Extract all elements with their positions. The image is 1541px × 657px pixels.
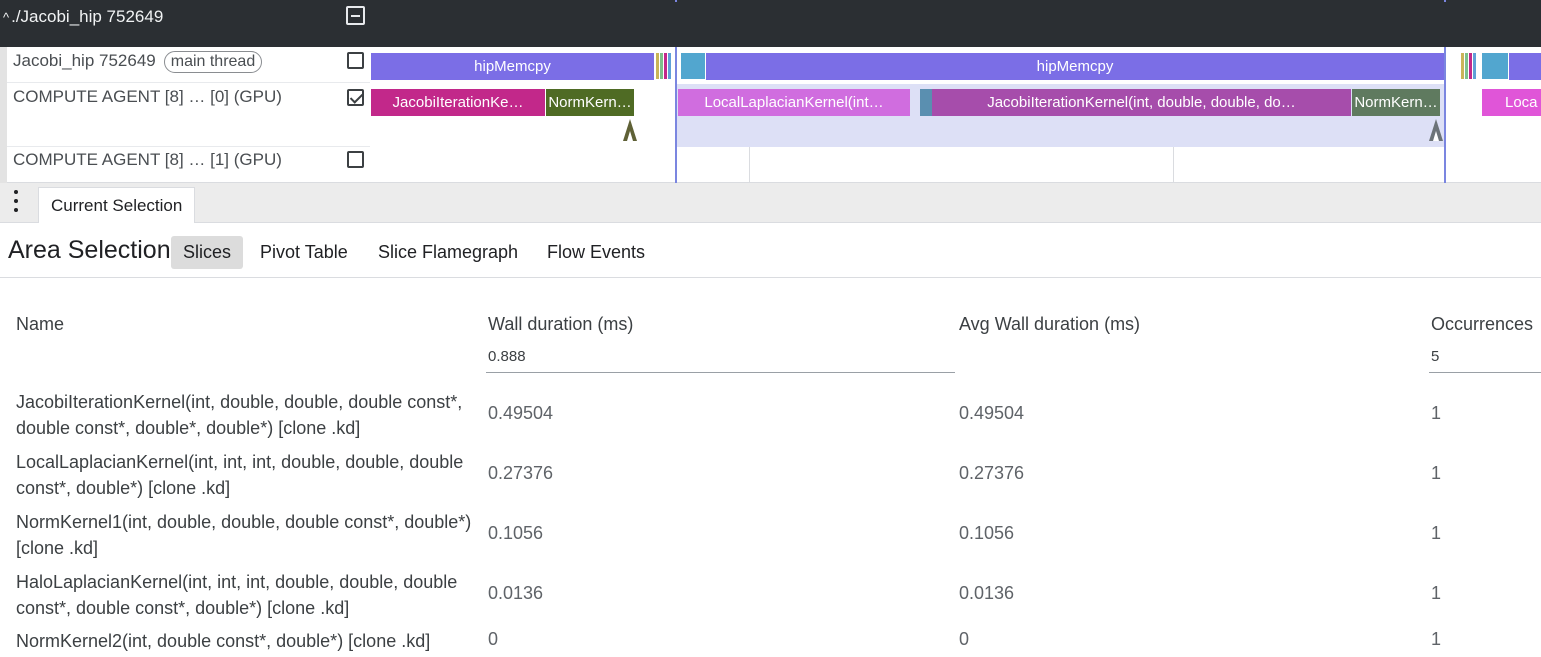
slice-norm-1[interactable]: NormKern…: [546, 89, 634, 116]
tab-current-selection[interactable]: Current Selection: [38, 187, 196, 223]
subtab-pivot-table[interactable]: Pivot Table: [260, 242, 348, 262]
column-header-wall-duration[interactable]: Wall duration (ms): [488, 314, 634, 334]
track-name: COMPUTE AGENT [8] … [0] (GPU): [13, 87, 282, 106]
track-checkbox-gpu-1[interactable]: [347, 151, 364, 168]
table-row-name[interactable]: NormKernel1(int, double, double, double …: [16, 512, 472, 558]
slice-tick[interactable]: [1465, 53, 1468, 79]
subtab-flow-events[interactable]: Flow Events: [547, 242, 646, 262]
grid-line: [1173, 147, 1174, 183]
selection-start-marker: [675, 0, 677, 2]
table-row-wall: 0.1056: [488, 523, 544, 543]
table-row-avg: 0.0136: [959, 583, 1015, 603]
process-header[interactable]: ^ ./Jacobi_hip 752649: [0, 0, 1541, 47]
table-row-name[interactable]: JacobiIterationKernel(int, double, doubl…: [16, 392, 463, 438]
table-row-name[interactable]: LocalLaplacianKernel(int, int, int, doub…: [16, 452, 464, 498]
table-row-occ: 1: [1431, 463, 1442, 483]
slice-hipmemcpy-1[interactable]: hipMemcpy: [371, 53, 654, 80]
track-label-gpu-1[interactable]: COMPUTE AGENT [8] … [1] (GPU): [7, 147, 370, 183]
total-occurrences: 5: [1429, 348, 1541, 373]
table-row-wall: 0: [488, 629, 499, 649]
table-row-avg: 0.49504: [959, 403, 1025, 423]
table-row-wall: 0.27376: [488, 463, 554, 483]
slice-tick[interactable]: [1469, 53, 1472, 79]
table-row-avg: 0.1056: [959, 523, 1015, 543]
slice-local-3[interactable]: Loca: [1482, 89, 1541, 116]
selection-end-line[interactable]: [1444, 47, 1446, 183]
subtab-slices[interactable]: Slices: [171, 236, 244, 269]
slice-hipmemcpy-2[interactable]: hipMemcpy: [706, 53, 1444, 80]
column-header-avg-wall-duration[interactable]: Avg Wall duration (ms): [959, 314, 1141, 334]
slice-jacobi-1[interactable]: JacobiIterationKe…: [371, 89, 545, 116]
slice-jacobi-2[interactable]: JacobiIterationKernel(int, double, doubl…: [932, 89, 1351, 116]
flow-arrow-icon[interactable]: [623, 119, 637, 141]
area-selection-header: Area Selection Slices Pivot Table Slice …: [0, 223, 1541, 278]
track-checkbox-main-thread[interactable]: [347, 52, 364, 69]
slice-tick[interactable]: [664, 53, 667, 79]
column-header-occurrences[interactable]: Occurrences: [1431, 314, 1534, 334]
details-tab-bar: Current Selection: [0, 183, 1541, 223]
track-label-gpu-0[interactable]: COMPUTE AGENT [8] … [0] (GPU): [7, 83, 370, 147]
main-thread-badge: main thread: [163, 51, 263, 73]
table-row-occ: 1: [1431, 523, 1442, 543]
selection-start-line[interactable]: [675, 47, 677, 183]
slice-tick[interactable]: [1482, 53, 1508, 79]
track-label-main-thread[interactable]: Jacobi_hip 752649 main thread: [7, 47, 370, 83]
track-checkbox-gpu-0[interactable]: [347, 89, 364, 106]
slice-tick[interactable]: [660, 53, 663, 79]
flow-arrow-icon[interactable]: [1429, 119, 1443, 141]
table-row-occ: 1: [1431, 403, 1442, 423]
slice-tick[interactable]: [1461, 53, 1464, 79]
subtab-slice-flamegraph[interactable]: Slice Flamegraph: [378, 242, 519, 262]
column-header-name[interactable]: Name: [16, 314, 65, 334]
selection-end-marker: [1444, 0, 1446, 2]
track-gutter: [0, 47, 7, 183]
track-name: COMPUTE AGENT [8] … [1] (GPU): [13, 150, 282, 169]
collapse-all-icon[interactable]: [346, 6, 365, 25]
slice-laplacian-1[interactable]: LocalLaplacianKernel(int…: [678, 89, 910, 116]
table-row-wall: 0.0136: [488, 583, 544, 603]
chevron-up-icon[interactable]: ^: [3, 10, 10, 25]
slice-tick[interactable]: [656, 53, 659, 79]
slice-tick[interactable]: [1473, 53, 1476, 79]
grid-line: [749, 147, 750, 183]
table-row-name[interactable]: HaloLaplacianKernel(int, int, int, doubl…: [16, 572, 458, 618]
slice-tick[interactable]: [681, 53, 705, 79]
slice-norm-2[interactable]: NormKern…: [1352, 89, 1440, 116]
table-row-avg: 0: [959, 629, 970, 649]
track-area[interactable]: Jacobi_hip 752649 main thread COMPUTE AGE…: [0, 47, 1541, 183]
table-row-wall: 0.49504: [488, 403, 554, 423]
process-title: ./Jacobi_hip 752649: [11, 7, 164, 26]
table-row-name[interactable]: NormKernel2(int, double const*, double*)…: [16, 631, 431, 651]
slice-hipmemcpy-3[interactable]: [1509, 53, 1541, 80]
more-vert-icon[interactable]: [11, 190, 21, 212]
slice-tick[interactable]: [668, 53, 671, 79]
total-wall-duration: 0.888: [486, 348, 955, 373]
area-selection-title: Area Selection: [8, 236, 171, 264]
table-row-occ: 1: [1431, 583, 1442, 603]
table-row-occ: 1: [1431, 629, 1442, 649]
slice-halo-1[interactable]: [920, 89, 932, 116]
track-name: Jacobi_hip 752649: [13, 51, 156, 70]
process-title-row[interactable]: ^ ./Jacobi_hip 752649: [0, 0, 370, 47]
table-row-avg: 0.27376: [959, 463, 1025, 483]
